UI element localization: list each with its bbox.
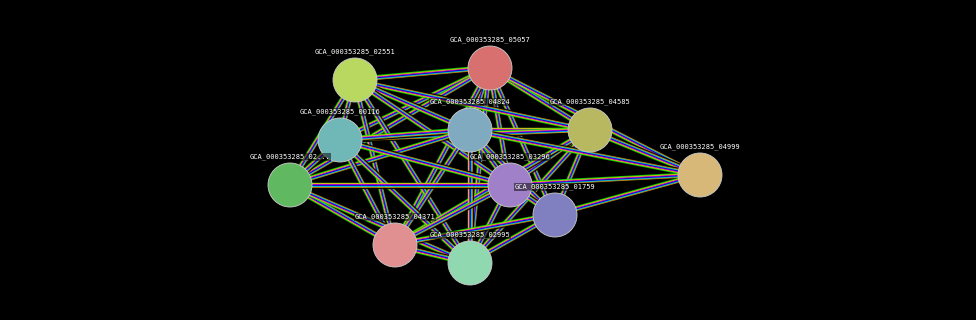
Text: GCA_000353285_02...: GCA_000353285_02... xyxy=(250,153,330,160)
Circle shape xyxy=(468,46,512,90)
Circle shape xyxy=(318,118,362,162)
Text: GCA_000353285_04824: GCA_000353285_04824 xyxy=(429,98,510,105)
Text: GCA_000353285_01759: GCA_000353285_01759 xyxy=(514,183,595,190)
Circle shape xyxy=(678,153,722,197)
Circle shape xyxy=(448,241,492,285)
Text: GCA_000353285_00116: GCA_000353285_00116 xyxy=(300,108,381,115)
Text: GCA_000353285_04999: GCA_000353285_04999 xyxy=(660,143,741,150)
Circle shape xyxy=(448,108,492,152)
Text: GCA_000353285_03296: GCA_000353285_03296 xyxy=(469,153,550,160)
Circle shape xyxy=(533,193,577,237)
Circle shape xyxy=(268,163,312,207)
Circle shape xyxy=(488,163,532,207)
Text: GCA_000353285_02995: GCA_000353285_02995 xyxy=(429,231,510,238)
Text: GCA_000353285_04371: GCA_000353285_04371 xyxy=(354,213,435,220)
Circle shape xyxy=(568,108,612,152)
Text: GCA_000353285_05057: GCA_000353285_05057 xyxy=(450,36,530,43)
Text: GCA_000353285_04585: GCA_000353285_04585 xyxy=(549,98,630,105)
Text: GCA_000353285_02551: GCA_000353285_02551 xyxy=(314,48,395,55)
Circle shape xyxy=(373,223,417,267)
Circle shape xyxy=(333,58,377,102)
